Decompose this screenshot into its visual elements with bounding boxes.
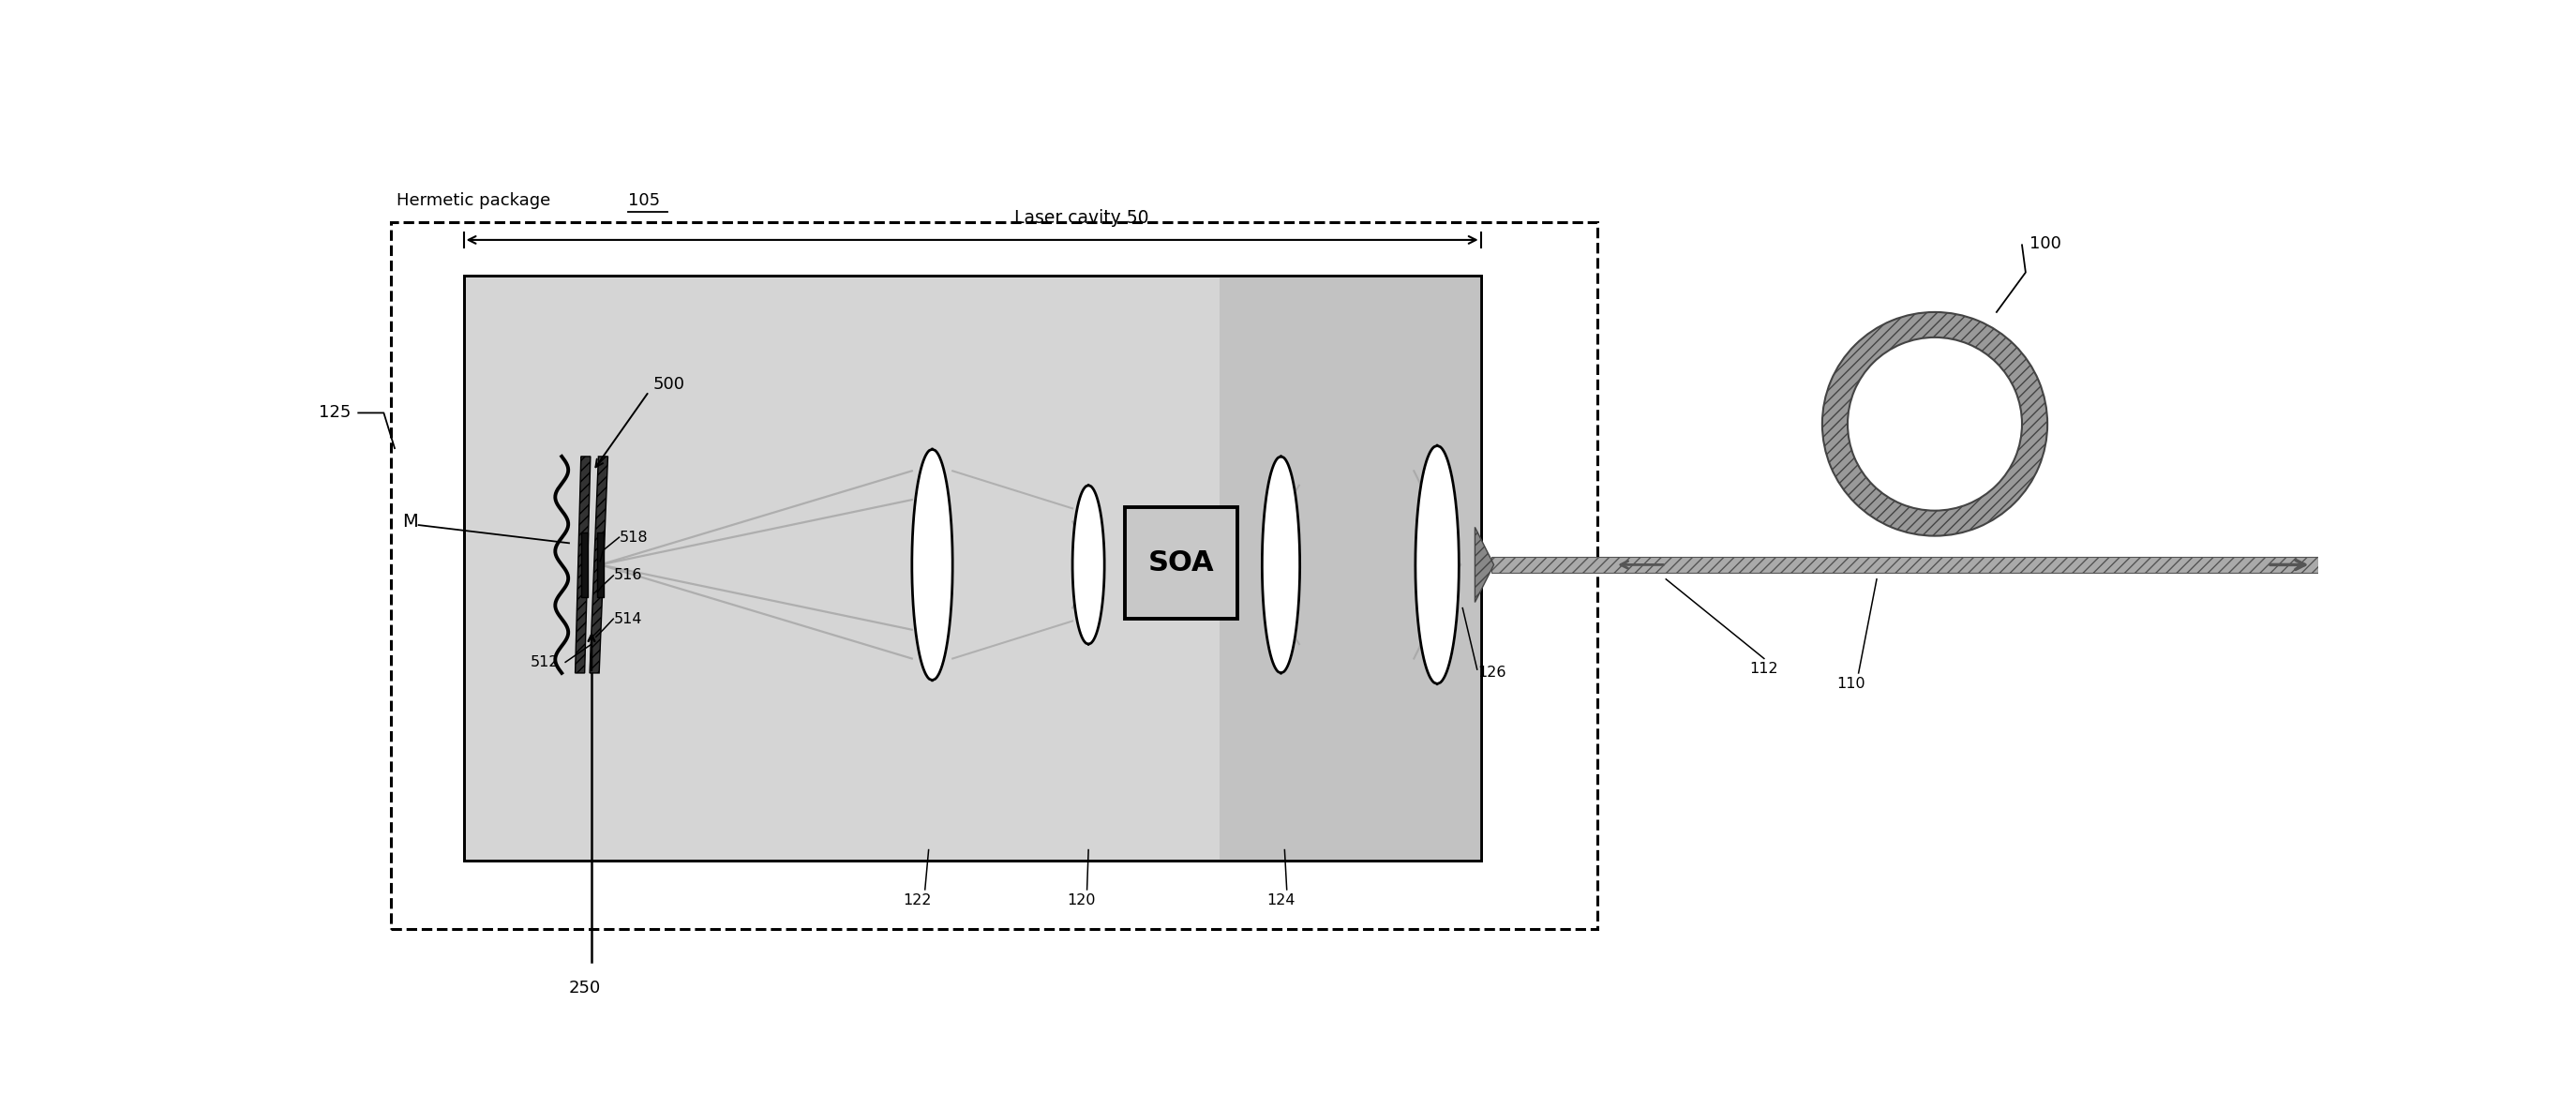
Text: SOA: SOA xyxy=(1149,549,1213,577)
Text: 100: 100 xyxy=(2030,235,2061,252)
Text: 122: 122 xyxy=(904,893,933,907)
Text: Laser cavity 50: Laser cavity 50 xyxy=(1015,210,1149,227)
Wedge shape xyxy=(1821,312,2048,536)
Bar xyxy=(464,276,1481,861)
Text: 124: 124 xyxy=(1267,893,1296,907)
Bar xyxy=(1492,557,2318,572)
Text: Hermetic package: Hermetic package xyxy=(397,192,556,208)
Bar xyxy=(392,222,1597,929)
Text: 500: 500 xyxy=(652,376,685,393)
Bar xyxy=(598,532,603,598)
Text: 125: 125 xyxy=(319,405,350,421)
Text: 512: 512 xyxy=(531,655,559,669)
Text: 514: 514 xyxy=(613,612,641,625)
Text: 126: 126 xyxy=(1476,667,1507,680)
Text: 250: 250 xyxy=(569,979,600,997)
Bar xyxy=(1126,507,1236,619)
Text: 105: 105 xyxy=(629,192,659,208)
Text: M: M xyxy=(402,512,417,530)
Bar xyxy=(582,532,587,598)
Polygon shape xyxy=(574,457,590,673)
Bar xyxy=(464,276,1481,861)
Polygon shape xyxy=(590,457,608,673)
Bar xyxy=(1218,276,1481,861)
Text: 518: 518 xyxy=(621,530,649,545)
Text: 110: 110 xyxy=(1837,676,1865,691)
Text: 112: 112 xyxy=(1749,662,1777,676)
Text: 120: 120 xyxy=(1066,893,1095,907)
Polygon shape xyxy=(1476,527,1494,602)
Text: 516: 516 xyxy=(613,569,641,582)
